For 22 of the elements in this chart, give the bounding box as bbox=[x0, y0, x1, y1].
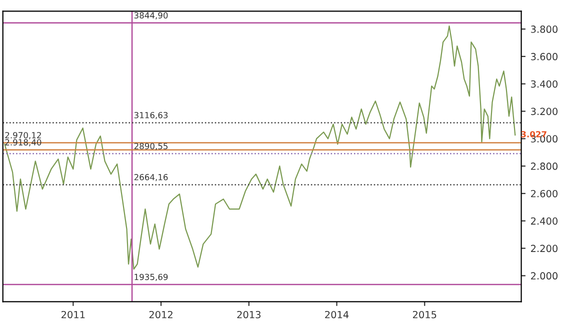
y-tick-label: 3.000 bbox=[531, 135, 558, 143]
y-tick-label: 2.800 bbox=[531, 162, 558, 170]
x-tick-label: 2015 bbox=[412, 310, 436, 318]
x-tick-label: 2013 bbox=[237, 310, 260, 318]
ref-line-label: 1935,69 bbox=[134, 274, 168, 281]
y-tick-label: 3.600 bbox=[531, 52, 558, 60]
y-tick-label: 2.400 bbox=[531, 217, 558, 225]
x-tick-label: 2012 bbox=[149, 310, 172, 318]
y-tick-label: 2.600 bbox=[531, 190, 558, 198]
ref-line-label: 3844,90 bbox=[134, 12, 168, 20]
y-tick-label: 2.000 bbox=[531, 272, 558, 280]
ref-line-label: 2890,55 bbox=[134, 142, 168, 150]
y-tick-label: 3.800 bbox=[531, 26, 558, 33]
y-tick-label: 3.200 bbox=[531, 108, 558, 116]
y-tick-label: 2.200 bbox=[531, 244, 558, 252]
ref-line-label: 2664,16 bbox=[134, 174, 168, 182]
y-tick-label: 3.400 bbox=[531, 80, 558, 88]
ref-line-label: 3116,63 bbox=[134, 112, 168, 120]
line-series bbox=[4, 25, 516, 270]
ref-line-label: 2.970,12 bbox=[5, 132, 41, 140]
x-tick-label: 2014 bbox=[325, 310, 349, 318]
x-tick-label: 2011 bbox=[62, 310, 85, 318]
